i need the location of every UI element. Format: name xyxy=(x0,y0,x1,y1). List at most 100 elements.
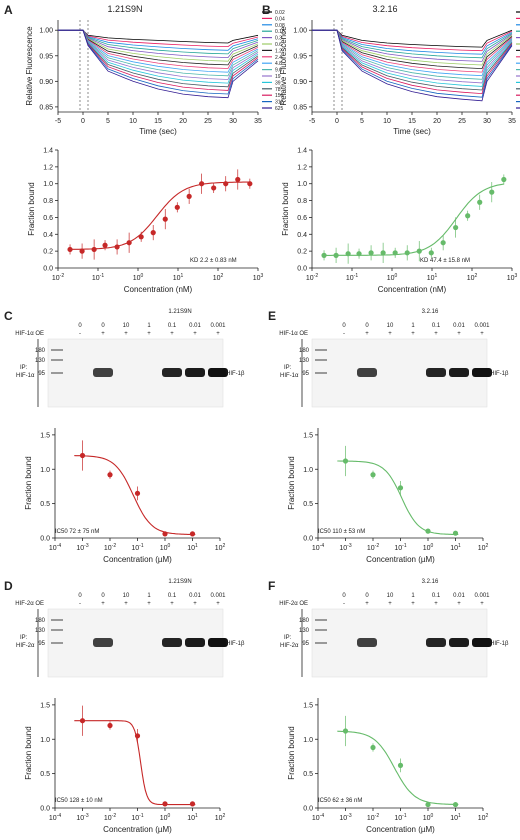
data-point xyxy=(425,528,431,534)
ladder-label: 130 xyxy=(299,358,310,364)
oe-sign: + xyxy=(147,331,151,337)
legend-label: 0.3 xyxy=(275,36,282,42)
data-point xyxy=(199,181,205,187)
conc-label: 0.1 xyxy=(168,593,177,599)
x-tick-label: 10-2 xyxy=(104,543,116,552)
x-tick-label: 100 xyxy=(387,273,398,282)
x-tick-label: 10-4 xyxy=(312,813,324,822)
kd-label-a: KD 2.2 ± 0.83 nM xyxy=(190,258,237,264)
y-axis-label: Relative Fluorescence xyxy=(25,26,34,106)
band-label: HIF-1β xyxy=(490,371,509,377)
y-axis-label: Fraction bound xyxy=(281,182,290,235)
oe-label: HIF-1α OE xyxy=(279,331,308,337)
y-tick-label: 1.00 xyxy=(293,28,307,35)
conc-label: 0.1 xyxy=(432,323,441,329)
western-blot-c: 0 - 0 +10 +1 +0.1 +0.01 +0.001 + HIF-1α OE 180 130 9… xyxy=(15,323,245,408)
ladder-band xyxy=(315,349,327,351)
conc-label: 0 xyxy=(342,323,346,329)
oe-sign: - xyxy=(343,601,345,607)
oe-sign: + xyxy=(434,331,438,337)
panel-c-title: 1.21S9N xyxy=(168,309,191,315)
data-point xyxy=(162,801,168,807)
y-tick-label: 0.85 xyxy=(39,104,53,111)
x-tick-label: 30 xyxy=(483,118,491,125)
data-point xyxy=(174,204,180,210)
ladder-band xyxy=(315,642,327,644)
conc-label: 0 xyxy=(365,593,369,599)
oe-sign: + xyxy=(365,331,369,337)
legend-label: 0.02 xyxy=(275,10,285,16)
data-point xyxy=(452,530,459,536)
protein-band xyxy=(357,368,377,377)
oe-sign: + xyxy=(411,601,415,607)
data-point xyxy=(223,181,229,187)
conc-label: 10 xyxy=(123,323,130,329)
data-point xyxy=(134,733,141,739)
trace-625 xyxy=(312,29,513,102)
ladder-label: 130 xyxy=(35,358,46,364)
x-tick-label: 20 xyxy=(433,118,441,125)
oe-sign: + xyxy=(388,601,392,607)
x-tick-label: 102 xyxy=(213,273,224,282)
fit-curve xyxy=(74,720,196,806)
legend-b: 0.020.040.080.150.30.61.22.44.89.6193978… xyxy=(516,11,520,109)
ip-target: HIF-2α xyxy=(16,643,35,649)
data-point xyxy=(211,185,217,191)
x-tick-label: 102 xyxy=(467,273,478,282)
y-tick-label: 1.0 xyxy=(43,181,53,188)
x-tick-label: 10-2 xyxy=(104,813,116,822)
conc-label: 10 xyxy=(387,323,394,329)
ip-target: HIF-1α xyxy=(280,373,299,379)
y-tick-label: 1.5 xyxy=(303,432,313,439)
x-tick-label: 101 xyxy=(427,273,438,282)
data-point xyxy=(138,234,144,240)
data-point xyxy=(392,250,398,256)
conc-label: 1 xyxy=(411,593,415,599)
x-tick-label: 10-1 xyxy=(346,273,358,282)
trace-625 xyxy=(58,29,259,99)
x-tick-label: 10-2 xyxy=(367,813,379,822)
x-tick-label: 10-4 xyxy=(49,543,61,552)
data-point xyxy=(79,248,85,254)
ic50-label-c: IC50 72 ± 75 nM xyxy=(55,529,99,535)
band-label: HIF-1β xyxy=(226,371,245,377)
conc-label: 10 xyxy=(123,593,130,599)
y-tick-label: 0.0 xyxy=(303,536,313,543)
data-point xyxy=(370,472,376,478)
data-point xyxy=(79,718,86,724)
y-tick-label: 1.5 xyxy=(40,432,50,439)
ic50-label-f: IC50 62 ± 36 nM xyxy=(318,798,362,804)
ip-label: IP: xyxy=(20,635,28,641)
x-tick-label: 10-2 xyxy=(367,543,379,552)
x-tick-label: 101 xyxy=(450,543,461,552)
x-tick-label: 10-1 xyxy=(131,813,143,822)
oe-sign: + xyxy=(434,601,438,607)
competition-plot-f: 10-4 10-3 10-2 10-1 100 101 102 0.0 0.5 1.0 1.5 Con… xyxy=(287,698,489,834)
ic50-label-e: IC50 110 ± 53 nM xyxy=(318,529,365,535)
protein-band xyxy=(449,638,469,647)
oe-sign: + xyxy=(216,601,220,607)
x-tick-label: 10-3 xyxy=(339,543,351,552)
x-tick-label: 10-3 xyxy=(76,813,88,822)
panel-letter-e: E xyxy=(268,309,276,323)
legend-label: 1.2 xyxy=(275,48,282,54)
conc-label: 0.001 xyxy=(474,593,490,599)
oe-sign: + xyxy=(457,331,461,337)
conc-label: 1 xyxy=(147,323,151,329)
oe-sign: - xyxy=(343,331,345,337)
x-axis-label: Concentration (µM) xyxy=(366,555,435,564)
protein-band xyxy=(472,638,492,647)
data-point xyxy=(489,189,495,195)
y-tick-label: 1.4 xyxy=(297,148,307,155)
x-tick-label: 102 xyxy=(478,543,489,552)
y-tick-label: 1.0 xyxy=(297,181,307,188)
conc-label: 0 xyxy=(101,323,105,329)
oe-sign: + xyxy=(365,601,369,607)
x-tick-label: 101 xyxy=(450,813,461,822)
x-tick-label: 15 xyxy=(408,118,416,125)
band-label: HIF-1β xyxy=(490,641,509,647)
binding-plot-a: 10-2 10-1 100 101 102 103 0.0 0.2 0.4 0.6 0.8 1.0 1.… xyxy=(27,148,264,295)
panel-letter-f: F xyxy=(268,579,275,593)
x-tick-label: 10-2 xyxy=(52,273,64,282)
ladder-label: 180 xyxy=(299,348,310,354)
